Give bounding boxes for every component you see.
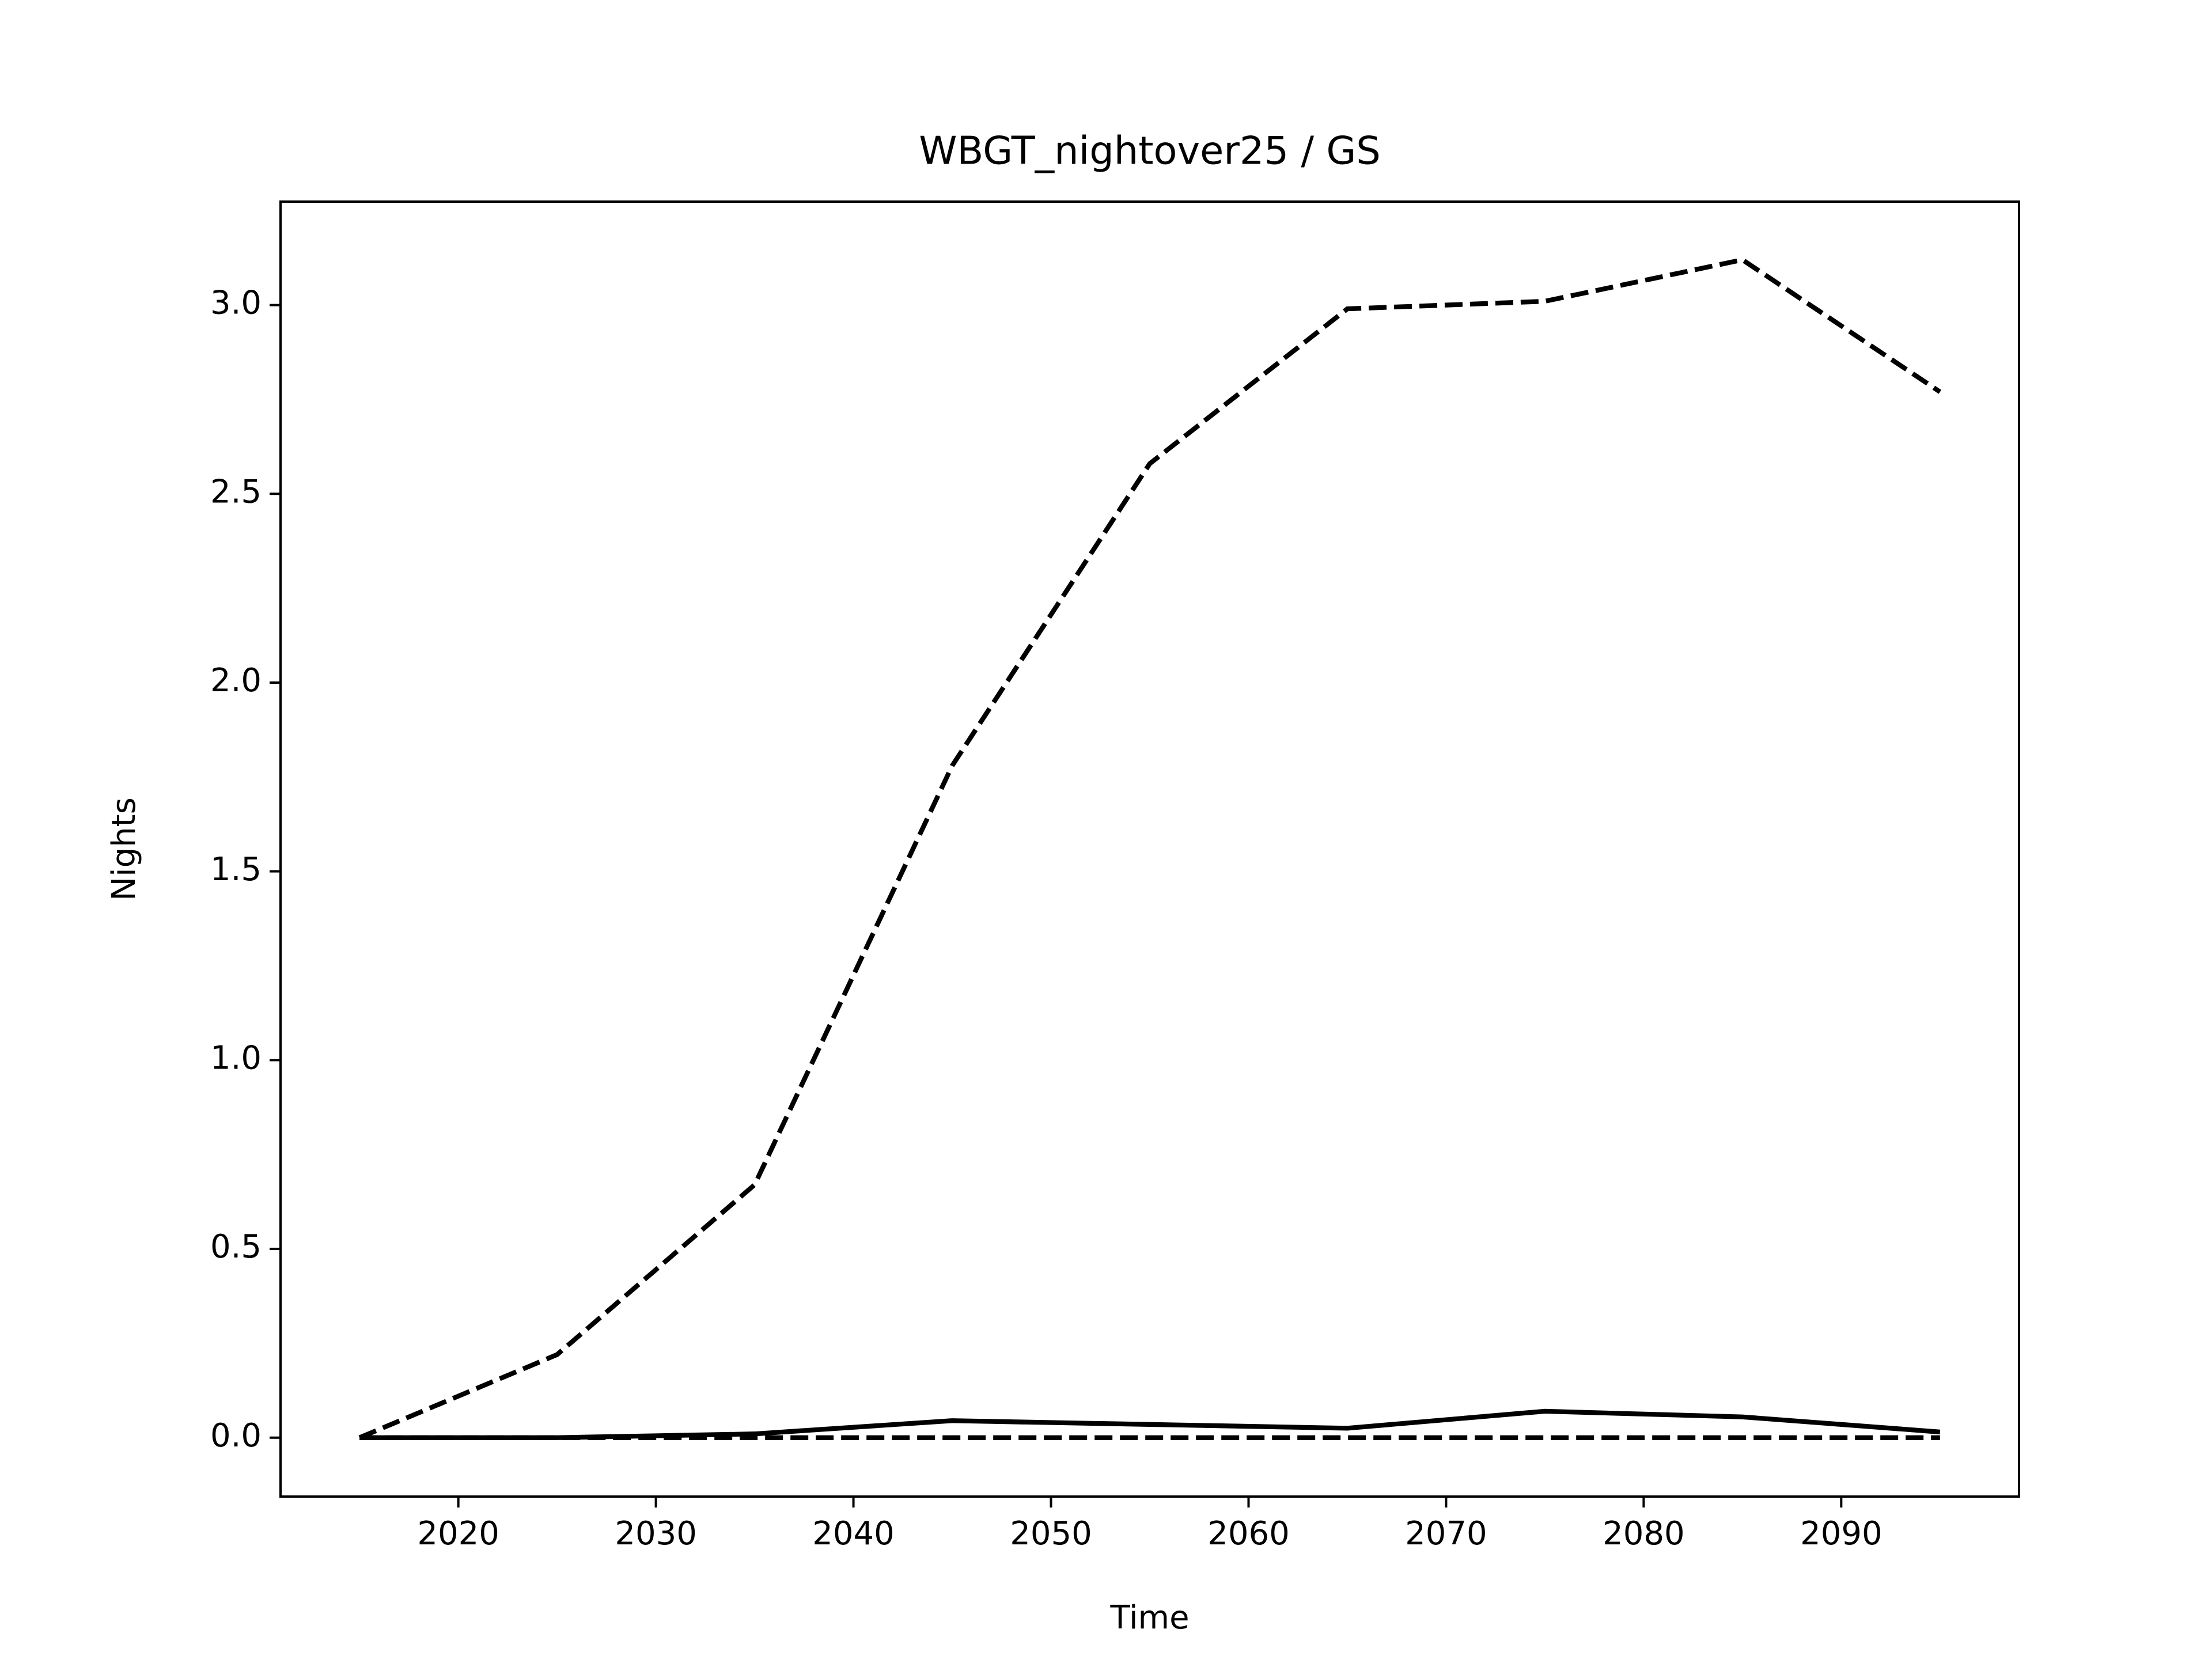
x-tick-label: 2030	[615, 1515, 697, 1552]
y-tick-label: 1.5	[210, 851, 262, 888]
x-tick-label: 2060	[1207, 1515, 1290, 1552]
y-tick-label: 1.0	[210, 1040, 262, 1077]
plot-frame	[279, 200, 2020, 1498]
line-series	[358, 257, 1942, 1440]
y-tick-label: 3.0	[210, 285, 262, 322]
x-tick-label: 2020	[417, 1515, 499, 1552]
y-tick-label: 2.5	[210, 473, 262, 510]
x-tick-label: 2050	[1010, 1515, 1092, 1552]
x-tick-label: 2090	[1800, 1515, 1883, 1552]
x-tick-label: 2070	[1405, 1515, 1487, 1552]
chart-title: WBGT_nightover25 / GS	[919, 128, 1381, 173]
x-axis-label: Time	[1109, 1599, 1189, 1637]
line-series	[359, 1408, 1941, 1440]
y-tick-label: 0.5	[210, 1228, 262, 1266]
y-tick-label: 0.0	[210, 1417, 262, 1455]
x-tick-label: 2040	[812, 1515, 895, 1552]
y-axis-label: Nights	[105, 797, 143, 901]
x-tick-label: 2080	[1603, 1515, 1685, 1552]
y-tick-label: 2.0	[210, 662, 262, 699]
